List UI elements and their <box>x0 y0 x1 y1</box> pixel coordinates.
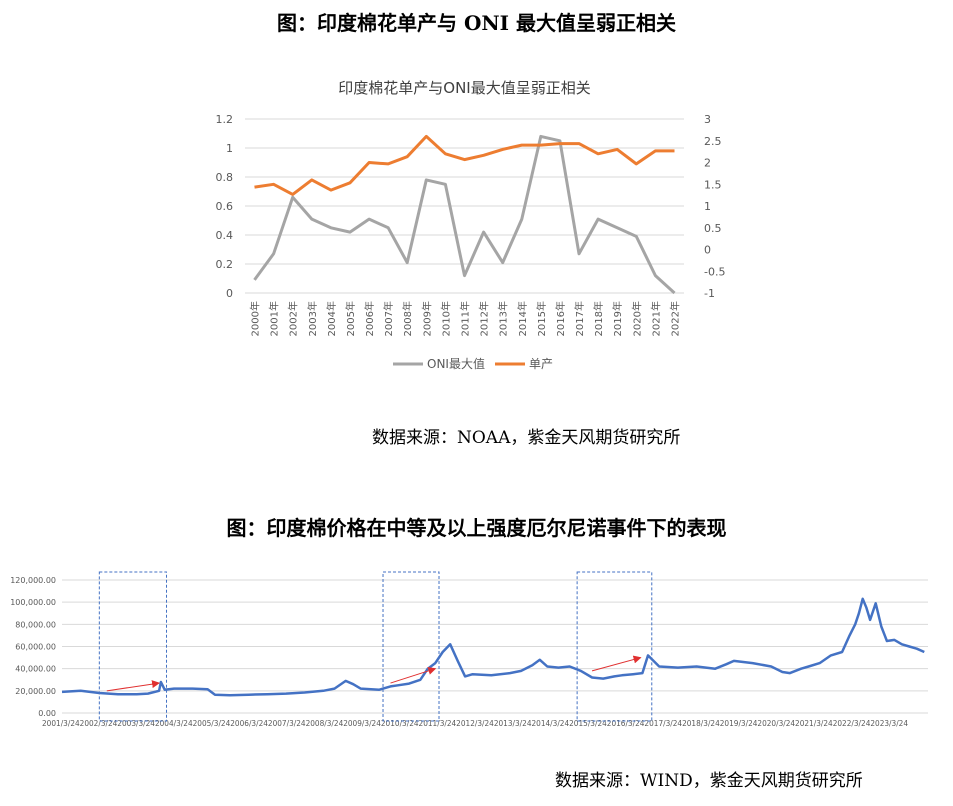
chart1-x-tick: 2012年 <box>478 301 491 336</box>
chart1-y-left-tick: 0.4 <box>216 229 234 242</box>
chart1-legend-label: 单产 <box>529 357 553 371</box>
chart1-y-left-tick: 1.2 <box>216 113 234 126</box>
chart2-x-tick: 2002/3/24 <box>80 719 118 728</box>
chart1-x-tick: 2018年 <box>592 301 605 336</box>
chart2-x-tick: 2006/3/24 <box>230 719 268 728</box>
chart1-x-tick: 2022年 <box>668 301 681 336</box>
figure1-source: 数据来源：NOAA，紫金天风期货研究所 <box>372 428 681 448</box>
chart2-x-tick: 2016/3/24 <box>607 719 645 728</box>
chart1-x-tick: 2004年 <box>325 301 338 336</box>
chart1-series-line-0 <box>253 134 676 295</box>
chart2-x-tick: 2007/3/24 <box>268 719 306 728</box>
chart1-y-right-tick: 3 <box>704 113 711 126</box>
chart1-x-tick: 2005年 <box>344 301 357 336</box>
chart2-x-tick: 2013/3/24 <box>494 719 532 728</box>
chart1-x-tick: 2009年 <box>420 301 433 336</box>
chart1-x-tick: 2002年 <box>287 301 300 336</box>
chart1-title: 印度棉花单产与ONI最大值呈弱正相关 <box>338 79 590 97</box>
chart1-x-tick: 2017年 <box>573 301 586 336</box>
chart2-x-tick: 2009/3/24 <box>343 719 381 728</box>
chart2-x-tick: 2001/3/24 <box>42 719 80 728</box>
chart1-y-right-tick: 2 <box>704 157 711 170</box>
chart2-y-tick: 120,000.00 <box>10 576 56 585</box>
chart2-x-tick: 2005/3/24 <box>193 719 231 728</box>
chart2-x-tick: 2018/3/24 <box>682 719 720 728</box>
chart1-x-tick: 2020年 <box>630 301 643 336</box>
chart2-trend-arrow <box>591 655 642 672</box>
chart2-y-tick: 100,000.00 <box>10 598 56 607</box>
chart2-x-tick: 2014/3/24 <box>531 719 569 728</box>
chart1-x-tick: 2006年 <box>363 301 376 336</box>
chart2-x-tick: 2021/3/24 <box>795 719 833 728</box>
chart2-x-tick: 2020/3/24 <box>757 719 795 728</box>
chart2-trend-arrow <box>106 680 161 692</box>
figure1-heading: 图：印度棉花单产与 ONI 最大值呈弱正相关 <box>277 11 676 35</box>
chart2-event-box <box>382 571 440 722</box>
chart1-x-tick: 2000年 <box>249 301 262 336</box>
chart1-x-tick: 2016年 <box>554 301 567 336</box>
figure2-heading: 图：印度棉价格在中等及以上强度厄尔尼诺事件下的表现 <box>226 516 727 540</box>
chart1-legend-label: ONI最大值 <box>427 356 485 371</box>
chart1-x-tick: 2010年 <box>439 301 452 336</box>
chart2-x-tick: 2012/3/24 <box>456 719 494 728</box>
chart1-y-right-tick: 0.5 <box>704 222 722 235</box>
figure2-source: 数据来源：WIND，紫金天风期货研究所 <box>555 771 863 791</box>
chart1-y-right-tick: 0 <box>704 244 711 257</box>
chart2-x-tick: 2010/3/24 <box>381 719 419 728</box>
chart2-trend-arrow <box>390 667 437 684</box>
chart1-x-tick: 2021年 <box>649 301 662 336</box>
chart2-x-tick: 2023/3/24 <box>870 719 908 728</box>
chart1-x-tick: 2015年 <box>535 301 548 336</box>
chart1-y-left-tick: 0.8 <box>216 171 234 184</box>
chart2-x-tick: 2011/3/24 <box>419 719 457 728</box>
chart1-x-tick: 2003年 <box>306 301 319 336</box>
chart2-price-line <box>61 597 925 697</box>
chart1-x-tick: 2014年 <box>516 301 529 336</box>
chart2-event-box <box>98 571 168 722</box>
chart1-y-right-tick: 2.5 <box>704 135 722 148</box>
chart2-x-tick: 2008/3/24 <box>306 719 344 728</box>
chart2-y-tick: 0.00 <box>38 709 56 718</box>
chart1-x-tick: 2011年 <box>459 301 472 336</box>
chart1-x-tick: 2007年 <box>382 301 395 336</box>
chart1-y-left-tick: 0.6 <box>216 200 234 213</box>
chart2-x-tick: 2022/3/24 <box>833 719 871 728</box>
chart1-x-tick: 2013年 <box>497 301 510 336</box>
chart1-y-left-tick: 0 <box>226 287 233 300</box>
chart1-series-line-1 <box>254 134 675 196</box>
chart2-x-tick: 2004/3/24 <box>155 719 193 728</box>
chart2-y-tick: 80,000.00 <box>15 620 56 629</box>
chart2-y-tick: 20,000.00 <box>15 687 56 696</box>
chart2-y-tick: 40,000.00 <box>15 665 56 674</box>
chart2-y-tick: 60,000.00 <box>15 643 56 652</box>
chart2-x-tick: 2003/3/24 <box>117 719 155 728</box>
chart2-x-tick: 2019/3/24 <box>720 719 758 728</box>
chart1-x-tick: 2019年 <box>611 301 624 336</box>
chart1-y-right-tick: 1 <box>704 200 711 213</box>
chart1-y-left-tick: 1 <box>226 142 233 155</box>
chart1-x-tick: 2001年 <box>268 301 281 336</box>
chart1-y-right-tick: 1.5 <box>704 178 722 191</box>
chart2-x-tick: 2017/3/24 <box>644 719 682 728</box>
chart1-y-right-tick: -1 <box>704 287 715 300</box>
chart1-y-left-tick: 0.2 <box>216 258 234 271</box>
chart2-event-box <box>576 571 653 722</box>
chart1-y-right-tick: -0.5 <box>704 265 725 278</box>
chart1-x-tick: 2008年 <box>401 301 414 336</box>
chart2-x-tick: 2015/3/24 <box>569 719 607 728</box>
